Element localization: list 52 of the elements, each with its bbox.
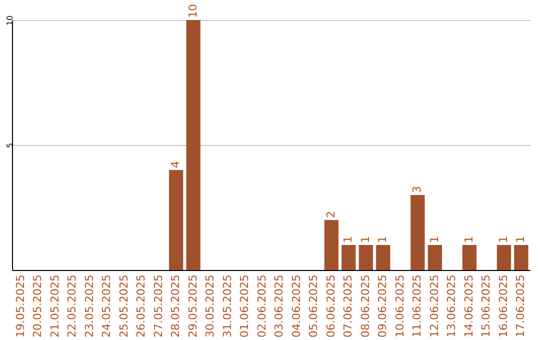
x-tick-label: 29.05.2025 [186,274,200,338]
data-label: 1 [342,236,355,243]
x-tick-label: 11.06.2025 [410,274,424,338]
x-tick-label: 08.06.2025 [358,274,372,338]
data-label: 1 [376,236,390,243]
x-tick-label: 14.06.2025 [462,274,476,338]
x-tick-label: 05.06.2025 [307,274,320,338]
bar [410,195,425,270]
x-tick-label: 27.05.2025 [152,274,165,338]
x-tick-label: 21.05.2025 [48,274,62,338]
x-tick-label: 25.05.2025 [117,274,130,338]
bar [324,220,338,270]
data-label: 10 [186,4,200,18]
x-tick-label: 20.05.2025 [31,274,44,338]
bar [496,245,512,270]
x-tick-label: 28.05.2025 [169,274,182,338]
data-label: 3 [410,186,424,193]
x-tick-label: 03.06.2025 [272,274,286,338]
x-tick-label: 06.06.2025 [324,274,338,338]
bar [358,245,373,270]
bar [376,245,390,270]
x-tick-label: 02.06.2025 [255,274,268,338]
bar [514,245,528,270]
bar [169,170,184,270]
bar [342,245,356,270]
x-tick-label: 07.06.2025 [342,274,355,338]
x-tick-label: 23.05.2025 [82,274,96,338]
x-tick-label: 17.06.2025 [514,274,528,338]
bar [186,20,200,270]
x-tick-label: 13.06.2025 [445,274,458,338]
x-tick-label: 12.06.2025 [428,274,441,338]
x-tick-label: 16.06.2025 [496,274,510,338]
bar [462,245,477,270]
x-tick-label: 15.06.2025 [480,274,493,338]
x-tick-label: 19.05.2025 [14,274,27,338]
x-tick-label: 04.06.2025 [290,274,303,338]
x-tick-label: 24.05.2025 [100,274,114,338]
x-tick-label: 10.06.2025 [393,274,406,338]
data-label: 4 [169,161,182,168]
data-label: 1 [496,236,510,243]
data-label: 1 [358,236,372,243]
x-tick-label: 26.05.2025 [134,274,148,338]
data-label: 1 [428,236,441,243]
bar [428,245,442,270]
x-tick-label: 30.05.2025 [204,274,217,338]
data-label: 1 [462,236,476,243]
x-tick-label: 22.05.2025 [66,274,79,338]
data-label: 2 [324,211,338,218]
x-tick-label: 09.06.2025 [376,274,390,338]
x-tick-label: 01.06.2025 [238,274,252,338]
data-label: 1 [514,236,528,243]
x-tick-label: 31.05.2025 [220,274,234,338]
